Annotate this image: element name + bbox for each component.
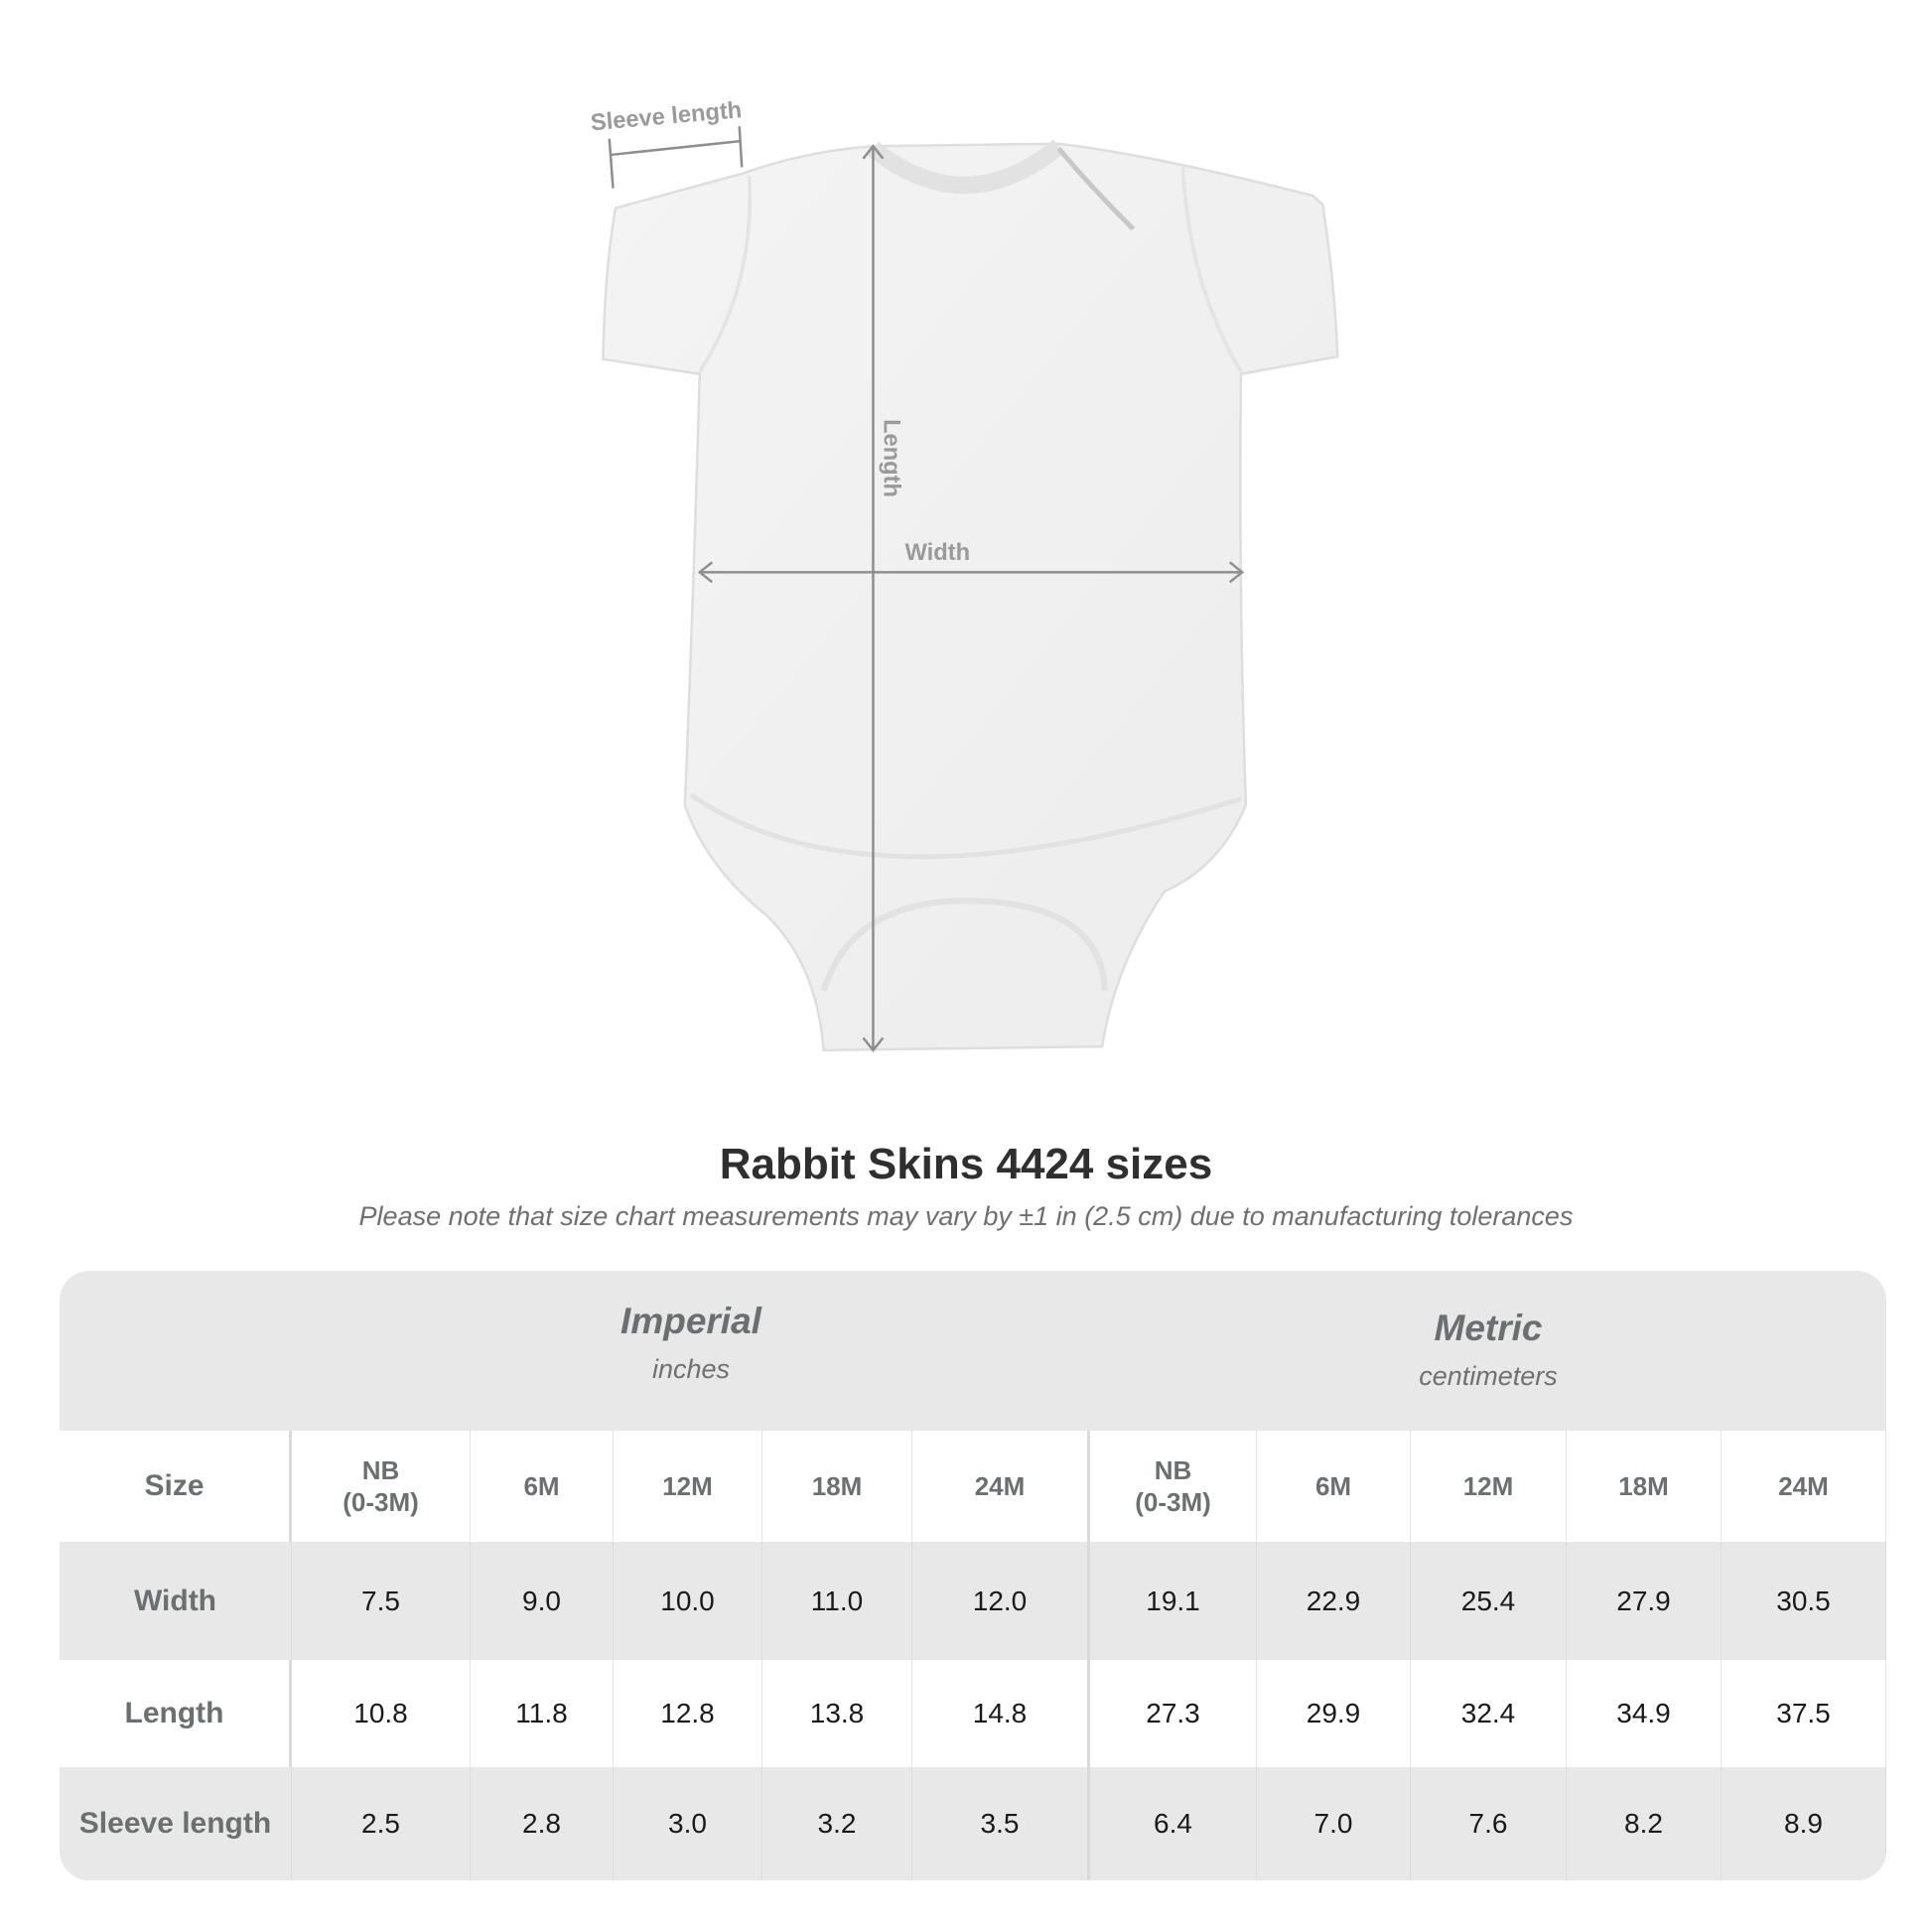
table-cell: 11.8 xyxy=(471,1660,614,1767)
imperial-title: Imperial xyxy=(621,1301,761,1341)
table-cell: 10.8 xyxy=(292,1660,471,1767)
table-cell: 7.0 xyxy=(1257,1767,1411,1880)
size-row: Size NB (0-3M) 6M 12M 18M 24M NB (0-3M) 6M 12M 18… xyxy=(60,1431,1886,1542)
row-label: Sleeve length xyxy=(60,1767,292,1880)
table-cell: 37.5 xyxy=(1722,1660,1886,1767)
size-column-header: 12M xyxy=(614,1431,762,1542)
size-column-header: 18M xyxy=(1567,1431,1722,1542)
size-column-header: NB (0-3M) xyxy=(1090,1431,1257,1542)
table-cell: 13.8 xyxy=(762,1660,912,1767)
size-column-header: 12M xyxy=(1411,1431,1567,1542)
table-cell: 2.8 xyxy=(471,1767,614,1880)
size-column-header: 18M xyxy=(762,1431,912,1542)
width-label: Width xyxy=(905,540,971,566)
imperial-header: Imperial inches xyxy=(292,1301,1090,1460)
table-cell: 2.5 xyxy=(292,1767,471,1880)
table-cell: 22.9 xyxy=(1257,1542,1411,1660)
row-label: Width xyxy=(60,1542,292,1660)
tolerance-note: Please note that size chart measurements… xyxy=(358,1201,1574,1231)
size-column-header: 6M xyxy=(1257,1431,1411,1542)
table-cell: 8.9 xyxy=(1722,1767,1886,1880)
table-cell: 19.1 xyxy=(1090,1542,1257,1660)
table-row: Width 7.5 9.0 10.0 11.0 12.0 19.1 22.9 25.4 27.9 3… xyxy=(60,1542,1886,1660)
page-title: Rabbit Skins 4424 sizes xyxy=(719,1140,1213,1188)
imperial-unit: inches xyxy=(651,1354,731,1384)
size-column-header: 24M xyxy=(1722,1431,1886,1542)
table-row: Length 10.8 11.8 12.8 13.8 14.8 27.3 29.9 32.4 34… xyxy=(60,1660,1886,1767)
table-cell: 27.3 xyxy=(1090,1660,1257,1767)
onesie-illustration xyxy=(602,139,1339,1052)
table-cell: 34.9 xyxy=(1567,1660,1722,1767)
size-table: Imperial inches Metric centimeters Size N… xyxy=(60,1271,1886,1880)
metric-unit: centimeters xyxy=(1419,1361,1558,1391)
metric-header: Metric centimeters xyxy=(1090,1308,1886,1467)
table-cell: 9.0 xyxy=(471,1542,614,1660)
table-cell: 12.0 xyxy=(912,1542,1090,1660)
table-cell: 3.0 xyxy=(614,1767,762,1880)
table-cell: 12.8 xyxy=(614,1660,762,1767)
metric-title: Metric xyxy=(1434,1308,1543,1348)
table-cell: 7.6 xyxy=(1411,1767,1567,1880)
table-cell: 8.2 xyxy=(1567,1767,1722,1880)
sleeve-length-label: Sleeve length xyxy=(590,97,743,136)
table-row: Sleeve length 2.5 2.8 3.0 3.2 3.5 6.4 7.0 7.6 8.2… xyxy=(60,1767,1886,1880)
table-cell: 29.9 xyxy=(1257,1660,1411,1767)
table-cell: 32.4 xyxy=(1411,1660,1567,1767)
table-cell: 27.9 xyxy=(1567,1542,1722,1660)
table-cell: 30.5 xyxy=(1722,1542,1886,1660)
size-header: Size xyxy=(60,1431,292,1542)
length-label: Length xyxy=(879,419,904,497)
measurement-arrows xyxy=(608,126,1245,1052)
size-column-header: NB (0-3M) xyxy=(292,1431,471,1542)
table-cell: 3.2 xyxy=(762,1767,912,1880)
row-label: Length xyxy=(60,1660,292,1767)
table-cell: 14.8 xyxy=(912,1660,1090,1767)
table-cell: 11.0 xyxy=(762,1542,912,1660)
size-column-header: 6M xyxy=(471,1431,614,1542)
table-cell: 10.0 xyxy=(614,1542,762,1660)
table-cell: 7.5 xyxy=(292,1542,471,1660)
size-column-header: 24M xyxy=(912,1431,1090,1542)
table-cell: 6.4 xyxy=(1090,1767,1257,1880)
table-cell: 3.5 xyxy=(912,1767,1090,1880)
table-cell: 25.4 xyxy=(1411,1542,1567,1660)
